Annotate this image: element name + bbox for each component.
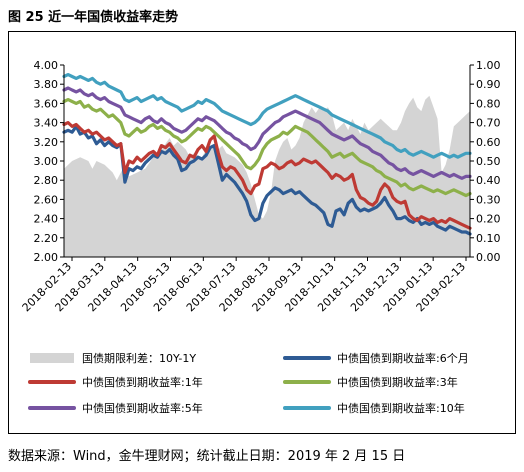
- y-tick-label: 2.00: [34, 251, 59, 264]
- y2-tick-label: 0.20: [476, 213, 501, 226]
- legend-swatch-area: [30, 353, 74, 363]
- source-note: 数据来源：Wind，金牛理财网；统计截止日期：2019 年 2 月 15 日: [8, 449, 406, 464]
- y2-tick-label: 0.90: [476, 78, 501, 91]
- legend-label: 中债国债到期收益率:6个月: [337, 351, 469, 365]
- y-tick-label: 3.80: [34, 78, 59, 91]
- y2-tick-label: 0.80: [476, 97, 501, 110]
- yield-lines-layer: [62, 72, 472, 236]
- y2-tick-label: 0.60: [476, 136, 501, 149]
- legend-label: 中债国债到期收益率:1年: [82, 375, 203, 389]
- legend-label: 中债国债到期收益率:10年: [337, 401, 465, 415]
- y2-tick-label: 0.00: [476, 251, 501, 264]
- y2-tick-label: 0.30: [476, 193, 501, 206]
- series-area-spread: [64, 95, 470, 257]
- figure-title: 图 25 近一年国债收益率走势: [8, 10, 179, 25]
- series-line-3: [62, 97, 472, 198]
- y-tick-label: 4.00: [34, 59, 59, 72]
- y-tick-label: 3.40: [34, 117, 59, 130]
- y-tick-label: 2.60: [34, 193, 59, 206]
- legend-label: 中债国债到期收益率:5年: [82, 401, 203, 415]
- series-line-5: [62, 72, 472, 159]
- legend-label: 国债期限利差：10Y-1Y: [82, 351, 196, 365]
- y-tick-label: 2.20: [34, 232, 59, 245]
- y2-tick-label: 1.00: [476, 59, 501, 72]
- y-tick-label: 3.00: [34, 155, 59, 168]
- y-tick-label: 2.80: [34, 174, 59, 187]
- legend-label: 中债国债到期收益率:3年: [337, 375, 458, 389]
- y-tick-label: 3.20: [34, 136, 59, 149]
- y2-tick-label: 0.10: [476, 232, 501, 245]
- series-line-1: [62, 124, 472, 236]
- chart-frame: [8, 31, 516, 434]
- y2-tick-label: 0.70: [476, 117, 501, 130]
- y-tick-label: 3.60: [34, 97, 59, 110]
- series-line-2: [62, 120, 472, 230]
- y-tick-label: 2.40: [34, 213, 59, 226]
- y2-tick-label: 0.50: [476, 155, 501, 168]
- spread-area-layer: [64, 95, 470, 257]
- series-line-4: [62, 86, 472, 180]
- y2-tick-label: 0.40: [476, 174, 501, 187]
